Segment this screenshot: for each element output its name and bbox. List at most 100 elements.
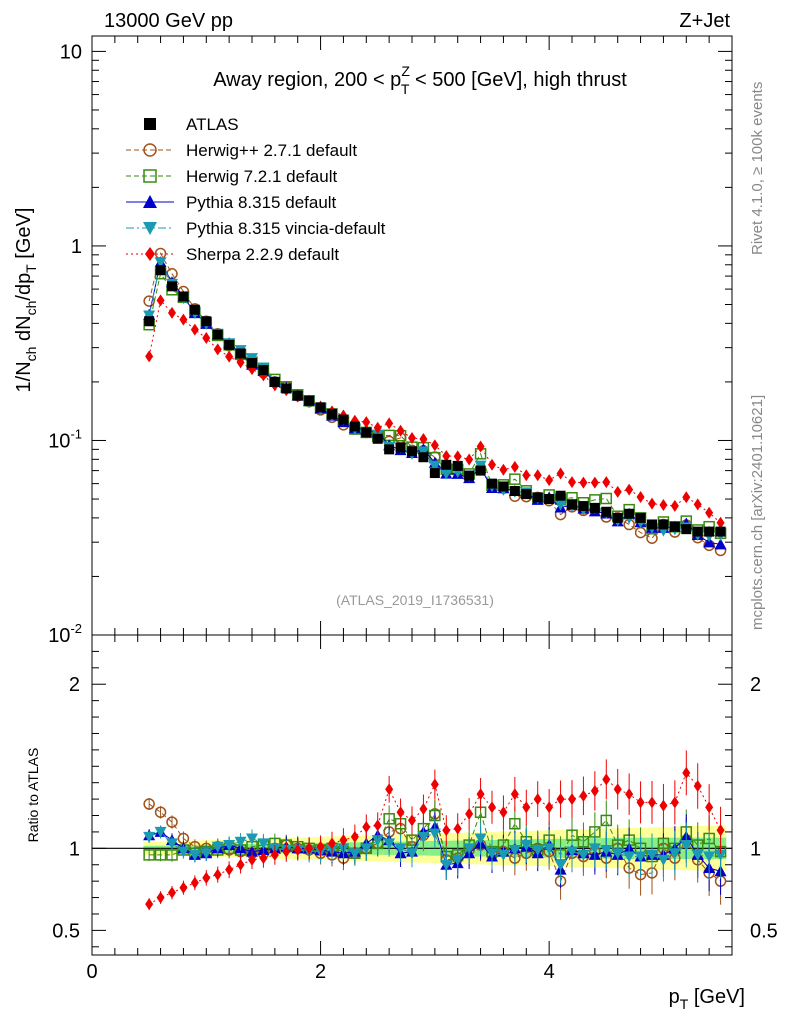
atlas-point xyxy=(361,427,372,438)
sherpa-2-2-9-default-point xyxy=(373,421,382,434)
sherpa-2-2-9-default-point xyxy=(613,485,622,498)
sherpa-2-2-9-default-point xyxy=(533,469,542,482)
plot-title: Away region, 200 < pZ T < 500 [GeV], high… xyxy=(213,63,627,97)
atlas-point xyxy=(247,358,257,369)
atlas-point xyxy=(372,433,383,444)
atlas-point xyxy=(144,316,155,327)
pythia-8-315-vincia-default-ratio-point xyxy=(566,846,578,858)
atlas-point xyxy=(269,376,280,387)
pythia-8-315-vincia-default-ratio-point xyxy=(360,843,373,855)
sherpa-2-2-9-default-ratio-point xyxy=(693,779,702,792)
atlas-point xyxy=(487,478,497,489)
pythia-8-315-vincia-default-ratio-point xyxy=(428,828,441,840)
atlas-point xyxy=(647,519,657,530)
title-sub: T xyxy=(401,81,410,97)
pythia-8-315-vincia-default-point xyxy=(554,499,567,511)
sherpa-2-2-9-default-ratio-point xyxy=(533,793,542,806)
pythia-8-315-vincia-default-line xyxy=(148,260,721,537)
sherpa-2-2-9-default-ratio-point xyxy=(362,821,371,833)
herwig-2-7-1-default-ratio-point xyxy=(143,798,155,810)
ratio-y-axis-label: Ratio to ATLAS xyxy=(25,748,41,843)
y-axis-label: 1/Nch dNch/dpT [GeV] xyxy=(13,208,39,393)
atlas-point xyxy=(567,499,577,510)
y-tick-base: 10 xyxy=(48,430,70,452)
sherpa-2-2-9-default-point xyxy=(545,474,554,487)
legend-label-atlas: ATLAS xyxy=(186,115,239,134)
legend-label-herwig-7-2-1-default: Herwig 7.2.1 default xyxy=(186,167,337,186)
atlas-point xyxy=(635,512,646,523)
pythia-8-315-vincia-default-ratio-point xyxy=(714,849,727,861)
pythia-8-315-vincia-default-ratio-point xyxy=(623,851,636,863)
y-tick-exponent: -1 xyxy=(70,426,82,441)
sherpa-2-2-9-default-line xyxy=(148,299,721,524)
sherpa-2-2-9-default-point xyxy=(636,491,645,504)
sherpa-2-2-9-default-point xyxy=(579,476,588,489)
sherpa-2-2-9-default-point xyxy=(602,476,611,489)
pythia-8-315-vincia-default-ratio-point xyxy=(371,835,384,847)
y-tick-label: 10-2 xyxy=(48,621,82,647)
legend-label-sherpa-2-2-9-default: Sherpa 2.2.9 default xyxy=(186,245,339,264)
sherpa-2-2-9-default-ratio-point xyxy=(682,766,691,779)
sherpa-2-2-9-default-ratio-point xyxy=(339,834,348,847)
herwig-2-7-1-default-ratio-point xyxy=(154,806,167,818)
sherpa-2-2-9-default-point xyxy=(442,449,451,462)
sherpa-2-2-9-default-ratio-point xyxy=(305,842,314,855)
x-tick-label: 2 xyxy=(315,961,326,983)
atlas-point xyxy=(612,512,623,523)
pythia-8-315-vincia-default-ratio-point xyxy=(257,838,270,850)
sherpa-2-2-9-default-ratio-point xyxy=(579,789,588,802)
sherpa-2-2-9-default-point xyxy=(682,491,691,504)
herwig-2-7-1-default-ratio-point xyxy=(166,816,178,828)
sherpa-2-2-9-default-ratio-point xyxy=(328,837,336,850)
y-tick-label: 1 xyxy=(71,236,82,258)
sherpa-2-2-9-default-point xyxy=(522,469,531,482)
sherpa-2-2-9-default-ratio-point xyxy=(488,801,496,814)
title-before: Away region, 200 < p xyxy=(213,69,401,91)
title-after: < 500 [GeV], high thrust xyxy=(409,69,627,91)
rivet-label: Rivet 4.1.0, ≥ 100k events xyxy=(749,82,766,255)
atlas-point xyxy=(338,414,349,425)
sherpa-2-2-9-default-ratio-point xyxy=(385,783,394,796)
sherpa-2-2-9-default-ratio-point xyxy=(316,840,325,853)
pythia-8-315-vincia-default-point xyxy=(154,257,167,269)
herwig-7-2-1-default-ratio-point xyxy=(383,813,395,825)
atlas-point xyxy=(315,402,326,413)
atlas-point xyxy=(418,452,429,463)
ratio-tick-label-right: 2 xyxy=(750,674,761,696)
sherpa-2-2-9-default-point xyxy=(396,424,405,437)
pythia-8-315-vincia-default-ratio-point xyxy=(554,859,567,871)
atlas-point xyxy=(681,524,692,535)
atlas-point xyxy=(407,446,417,457)
xlabel-unit: [GeV] xyxy=(688,986,745,1008)
sherpa-2-2-9-default-ratio-point xyxy=(648,796,656,809)
atlas-point xyxy=(475,465,486,476)
ratio-tick-label-left: 2 xyxy=(69,674,80,696)
x-tick-label: 4 xyxy=(544,961,555,983)
pythia-8-315-vincia-default-ratio-point xyxy=(154,826,167,838)
atlas-point xyxy=(498,481,509,492)
sherpa-2-2-9-default-point xyxy=(179,313,188,326)
atlas-point xyxy=(692,526,703,537)
sherpa-2-2-9-default-ratio-point xyxy=(190,876,199,889)
sherpa-2-2-9-default-ratio-point xyxy=(419,802,428,815)
legend-label-pythia-8-315-vincia-default: Pythia 8.315 vincia-default xyxy=(186,219,386,238)
sherpa-2-2-9-default-ratio-point xyxy=(545,801,554,814)
sherpa-2-2-9-default-ratio-point xyxy=(168,886,176,899)
ratio-plot-frame xyxy=(91,634,733,956)
pythia-8-315-default-point xyxy=(714,538,727,550)
sherpa-2-2-9-default-ratio-point xyxy=(145,898,154,911)
atlas-point xyxy=(589,502,600,513)
pythia-8-315-vincia-default-ratio-point xyxy=(440,859,453,871)
legend-label-herwig-2-7-1-default: Herwig++ 2.7.1 default xyxy=(186,141,357,160)
sherpa-2-2-9-default-ratio-point xyxy=(248,853,256,866)
atlas-point xyxy=(155,265,166,276)
pythia-8-315-vincia-default-ratio-point xyxy=(611,848,624,860)
sherpa-2-2-9-default-point xyxy=(705,506,714,519)
legend-marker-atlas xyxy=(144,118,156,130)
pythia-8-315-vincia-default-ratio-point xyxy=(646,849,658,861)
pythia-8-315-vincia-default-ratio-point xyxy=(634,851,647,863)
sherpa-2-2-9-default-point xyxy=(190,323,199,336)
pythia-8-315-vincia-default-ratio-point xyxy=(531,844,544,856)
sherpa-2-2-9-default-point xyxy=(476,440,485,453)
